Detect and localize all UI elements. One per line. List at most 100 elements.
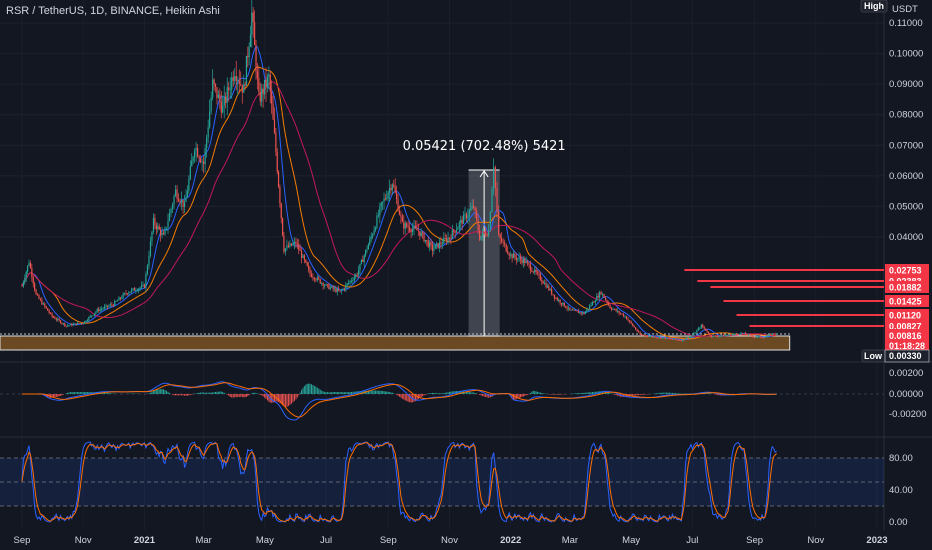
- candle-body: [281, 217, 284, 236]
- candle-body: [590, 304, 592, 306]
- candle-body: [300, 250, 303, 258]
- candle-body: [273, 119, 276, 133]
- candle-body: [507, 251, 509, 254]
- candle-body: [724, 335, 726, 337]
- candle-body: [591, 302, 594, 305]
- candle-body: [776, 333, 778, 335]
- candle-body: [116, 300, 119, 302]
- candle-body: [293, 241, 296, 244]
- time-axis-label: Sep: [746, 535, 763, 546]
- support-zone-layer: [0, 333, 791, 351]
- candle-body: [615, 309, 617, 312]
- candle-body: [553, 294, 556, 299]
- candle-body: [666, 337, 668, 339]
- candle-body: [524, 259, 526, 263]
- candle-body: [266, 76, 269, 88]
- candle-body: [329, 287, 331, 290]
- candle-body: [601, 293, 604, 295]
- candle-body: [716, 336, 719, 337]
- candle-body: [398, 210, 401, 215]
- candle-body: [715, 335, 717, 337]
- macd-axis-label: -0.00200: [889, 409, 927, 420]
- candle-body: [112, 304, 114, 306]
- candle-body: [384, 198, 387, 200]
- candle-body: [387, 192, 389, 199]
- candle-body: [275, 132, 277, 152]
- candle-body: [429, 242, 431, 247]
- candle-body: [576, 310, 578, 312]
- candle-body: [206, 137, 208, 149]
- candle-body: [203, 161, 205, 165]
- candle-body: [204, 148, 206, 165]
- candle-body: [352, 280, 354, 282]
- candle-body: [182, 199, 184, 207]
- target-price-tag-label: 0.00827: [889, 322, 922, 332]
- candle-body: [567, 307, 570, 309]
- candle-body: [216, 86, 218, 99]
- candle-body: [191, 160, 193, 167]
- candle-body: [28, 263, 30, 266]
- candle-body: [705, 328, 707, 331]
- candle-body: [738, 334, 741, 336]
- candle-body: [566, 307, 568, 309]
- candle-body: [424, 239, 427, 242]
- candle-body: [214, 83, 217, 87]
- candle-body: [373, 230, 375, 235]
- candle-body: [41, 299, 43, 305]
- candle-body: [753, 336, 756, 338]
- candle-body: [207, 127, 209, 138]
- price-axis: USDT High 0.11000 0.10000 0.09000 0.08000 0.…: [860, 0, 923, 243]
- candle-body: [400, 214, 402, 217]
- candle-body: [657, 337, 659, 339]
- candle-body: [125, 293, 127, 294]
- candle-body: [709, 333, 711, 336]
- candle-body: [594, 300, 596, 303]
- candle-body: [627, 319, 629, 321]
- candle-body: [91, 315, 93, 317]
- candle-body: [143, 284, 146, 288]
- candle-body: [302, 255, 304, 258]
- candle-body: [609, 305, 611, 309]
- candle-body: [522, 259, 524, 264]
- candle-body: [539, 274, 542, 280]
- candle-body: [303, 255, 305, 260]
- candle-body: [437, 243, 439, 248]
- time-axis-label: 2023: [866, 535, 887, 546]
- candle-body: [292, 243, 294, 246]
- candle-body: [321, 283, 323, 284]
- candle-body: [559, 300, 561, 304]
- candle-body: [710, 335, 713, 337]
- candle-body: [577, 311, 579, 313]
- candle-body: [284, 248, 287, 252]
- stoch-axis-label: 80.00: [889, 453, 913, 464]
- candle-body: [229, 89, 231, 91]
- candle-body: [44, 303, 46, 307]
- candle-body: [158, 226, 160, 230]
- candle-body: [128, 292, 130, 294]
- candle-body: [103, 306, 106, 309]
- candle-body: [35, 289, 37, 295]
- candle-body: [654, 336, 656, 338]
- candle-body: [639, 332, 641, 335]
- candle-body: [756, 336, 759, 338]
- candle-body: [34, 283, 36, 290]
- candle-body: [658, 337, 660, 339]
- candle-body: [391, 184, 393, 191]
- candle-body: [226, 87, 228, 103]
- candle-body: [306, 262, 308, 266]
- candle-body: [36, 294, 39, 296]
- candle-body: [498, 211, 500, 235]
- candle-body: [99, 309, 101, 311]
- candle-body: [155, 225, 157, 230]
- candle-body: [342, 288, 344, 291]
- candle-body: [197, 147, 199, 157]
- candle-body: [316, 277, 318, 280]
- candle-body: [359, 263, 361, 271]
- candle-body: [180, 199, 183, 203]
- candle-body: [773, 333, 775, 335]
- target-price-tag: [885, 309, 929, 321]
- low-price-value: 0.00330: [889, 351, 922, 361]
- candle-body: [638, 331, 640, 333]
- candle-body: [138, 288, 140, 291]
- candle-body: [82, 323, 84, 325]
